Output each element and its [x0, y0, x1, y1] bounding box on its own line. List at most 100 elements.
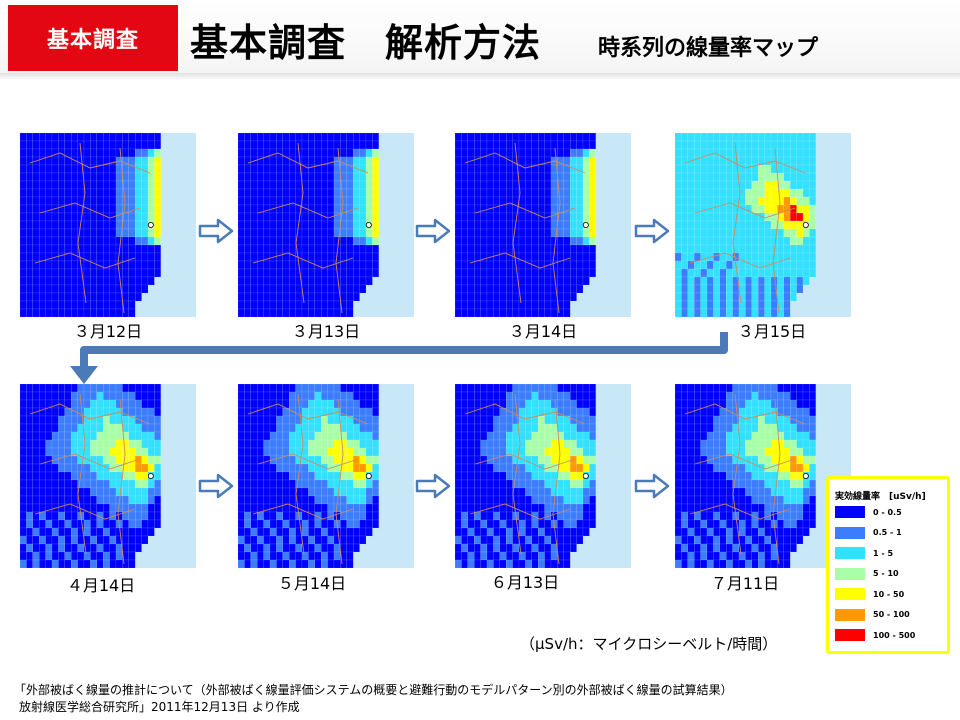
dose-cell	[757, 292, 765, 302]
dose-cell	[809, 439, 816, 449]
dose-cell	[327, 252, 335, 262]
dose-cell	[109, 535, 117, 545]
dose-cell	[783, 391, 791, 401]
dose-cell	[745, 212, 753, 222]
dose-cell	[77, 308, 85, 317]
dose-cell	[115, 391, 123, 401]
dose-cell	[486, 276, 494, 286]
dose-cell	[486, 308, 494, 317]
dose-cell	[789, 196, 797, 206]
dose-cell	[115, 471, 123, 481]
dose-cell	[796, 423, 804, 433]
dose-cell	[518, 244, 526, 254]
dose-cell	[83, 156, 91, 166]
dose-cell	[71, 172, 78, 182]
dose-cell	[333, 196, 341, 206]
dose-cell	[706, 543, 714, 553]
dose-cell	[77, 519, 85, 529]
dose-cell	[576, 479, 584, 489]
dose-cell	[563, 188, 571, 198]
dose-cell	[525, 399, 533, 409]
dose-cell	[474, 535, 481, 545]
dose-cell	[700, 551, 708, 561]
dose-cell	[537, 503, 545, 513]
dose-cell	[250, 495, 258, 505]
dose-cell	[681, 455, 689, 465]
dose-cell	[359, 487, 367, 497]
dose-cell	[700, 212, 708, 222]
dose-cell	[486, 156, 494, 166]
dose-cell	[320, 519, 328, 529]
dose-cell	[455, 495, 462, 505]
dose-cell	[713, 551, 721, 561]
dose-cell	[83, 276, 91, 286]
dose-cell	[32, 284, 40, 294]
dose-cell	[263, 447, 271, 457]
dose-cell	[757, 220, 765, 230]
dose-cell	[96, 431, 104, 441]
dose-cell	[687, 423, 695, 433]
dose-cell	[518, 260, 526, 270]
dose-cell	[45, 156, 53, 166]
dose-cell	[102, 284, 110, 294]
dose-cell	[58, 133, 66, 142]
dose-cell	[809, 172, 816, 182]
dose-cell	[719, 415, 727, 425]
dose-cell	[455, 479, 462, 489]
dose-cell	[518, 391, 526, 401]
dose-cell	[770, 188, 778, 198]
dose-cell	[134, 431, 142, 441]
dose-cell	[26, 423, 34, 433]
dose-cell	[346, 527, 354, 537]
dose-cell	[20, 164, 27, 174]
dose-cell	[796, 495, 804, 505]
dose-cell	[681, 140, 689, 150]
dose-cell	[480, 292, 488, 302]
dose-cell	[90, 276, 98, 286]
dose-cell	[751, 495, 759, 505]
dose-cell	[455, 511, 462, 521]
dose-cell	[486, 188, 494, 198]
dose-cell	[569, 244, 577, 254]
dose-cell	[244, 511, 252, 521]
dose-cell	[26, 463, 34, 473]
dose-cell	[64, 196, 72, 206]
dose-cell	[83, 133, 91, 142]
dose-cell	[764, 479, 772, 489]
dose-cell	[372, 407, 379, 417]
dose-cell	[518, 172, 526, 182]
dose-cell	[499, 551, 507, 561]
dose-cell	[352, 268, 360, 278]
dose-cell	[333, 471, 341, 481]
dose-cell	[694, 284, 701, 294]
dose-cell	[455, 252, 462, 262]
dose-cell	[365, 511, 373, 521]
dose-cell	[314, 220, 322, 230]
dose-cell	[589, 212, 596, 222]
dose-cell	[320, 415, 328, 425]
dose-cell	[557, 447, 565, 457]
dose-cell	[90, 447, 98, 457]
dose-cell	[796, 228, 804, 238]
dose-cell	[675, 220, 682, 230]
dose-cell	[141, 407, 149, 417]
dose-cell	[796, 140, 804, 150]
dose-cell	[115, 300, 123, 310]
dose-cell	[802, 148, 810, 158]
dose-cell	[90, 391, 98, 401]
dose-cell	[764, 439, 772, 449]
dose-cell	[333, 220, 341, 230]
dose-cell	[327, 148, 335, 158]
dose-cell	[282, 140, 290, 150]
dose-cell	[802, 260, 810, 270]
dose-cell	[102, 292, 110, 302]
dose-cell	[244, 292, 252, 302]
dose-cell	[276, 439, 284, 449]
dose-cell	[745, 292, 753, 302]
dose-cell	[681, 292, 689, 302]
dose-cell	[745, 300, 753, 310]
dose-cell	[282, 543, 290, 553]
dose-cell	[109, 399, 117, 409]
dose-cell	[115, 399, 123, 409]
dose-cell	[276, 244, 284, 254]
